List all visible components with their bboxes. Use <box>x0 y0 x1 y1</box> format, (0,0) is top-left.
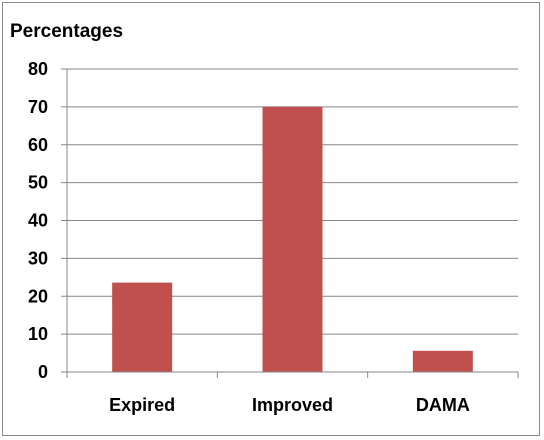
x-tick-label: Expired <box>109 395 175 415</box>
y-tick-label: 70 <box>28 97 48 117</box>
y-tick-label: 80 <box>28 59 48 79</box>
bar <box>412 350 473 372</box>
y-tick-label: 60 <box>28 135 48 155</box>
y-tick-labels: 0 10 20 30 40 50 60 70 80 <box>28 59 48 382</box>
x-tick-labels: Expired Improved DAMA <box>109 395 470 415</box>
bar <box>262 106 323 372</box>
y-tick-label: 40 <box>28 211 48 231</box>
y-axis-label: Percentages <box>10 21 123 42</box>
y-tick-label: 50 <box>28 173 48 193</box>
bar <box>112 282 173 372</box>
bars <box>112 106 473 372</box>
y-tick-label: 20 <box>28 286 48 306</box>
y-tick-label: 10 <box>28 324 48 344</box>
y-tick-label: 0 <box>38 362 48 382</box>
axes <box>61 68 519 378</box>
x-tick-label: Improved <box>252 395 333 415</box>
x-tick-label: DAMA <box>416 395 470 415</box>
y-tick-label: 30 <box>28 248 48 268</box>
